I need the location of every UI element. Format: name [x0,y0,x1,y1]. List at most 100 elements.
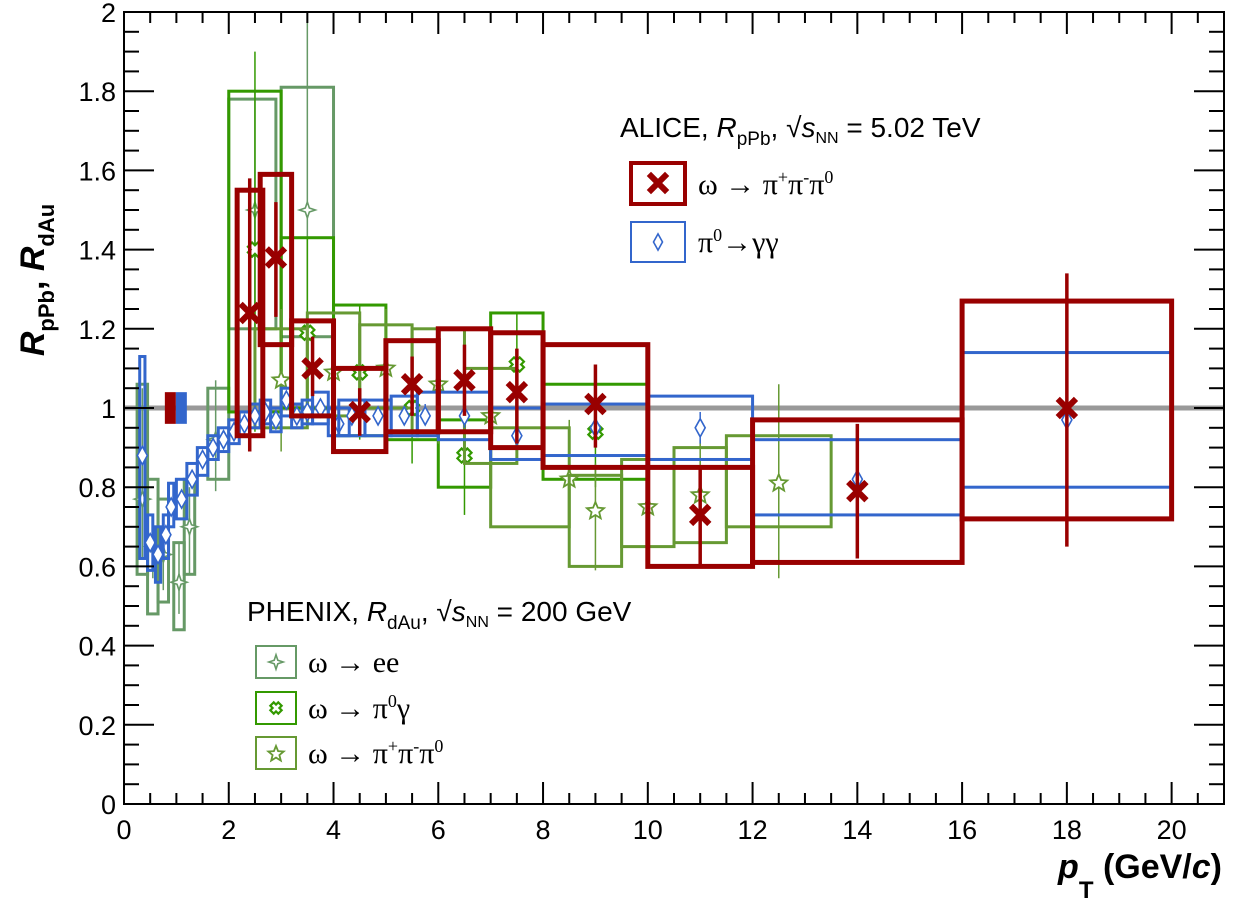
y-tick-label: 0.4 [78,632,116,662]
y-axis-title: RpPb, RdAu [14,204,59,356]
y-tick-label: 1.6 [78,156,116,186]
marker-diamond [217,429,230,451]
data-point [136,355,149,560]
marker-diamond [207,436,219,459]
y-tick-label: 1.8 [78,77,116,107]
marker-diamond [144,531,157,554]
x-axis-title: pT (GeV/c) [1057,848,1222,904]
data-point [269,406,283,434]
data-point [216,426,231,454]
y-tick-label: 1.2 [78,315,116,345]
marker-diamond [238,413,251,435]
marker-diamond [694,417,707,439]
marker-diamond [419,405,432,427]
x-tick-label: 16 [947,815,977,845]
normalization-box [175,392,187,424]
marker-diamond [652,232,664,252]
marker-star5 [584,499,607,521]
data-series-layer [131,12,1175,632]
y-tick-label: 0.6 [78,552,116,582]
marker-cross [264,246,288,269]
data-point [195,446,210,477]
marker-cross [646,171,670,195]
y-tick-label: 0.8 [78,473,116,503]
data-point [311,390,330,426]
marker-star4 [178,516,201,538]
legend-pi0-label: π0→γγ [698,225,779,259]
marker-star5 [266,743,286,763]
data-point [174,477,189,521]
axis-ticks: 0 2 4 6 8 10 12 14 16 18 20 0 0.2 0.4 0.6 0.8 1 1.2 1.4 1.6… [78,0,1225,845]
marker-star5 [270,368,292,390]
marker-cross [301,357,324,380]
x-tick-label: 2 [221,815,236,845]
marker-open-cross [268,700,284,716]
marker-diamond [136,444,149,467]
data-point [540,342,651,470]
marker-diamond [372,405,384,427]
systematic-box [489,426,571,529]
legend-phenix-ee-label: ω → ee [308,646,399,679]
marker-cross [505,380,529,404]
marker-diamond [249,405,261,427]
marker-star4 [168,571,190,593]
data-point [257,171,295,348]
data-point [488,330,546,451]
data-point [959,273,1175,547]
data-point [234,178,266,452]
data-point [185,461,199,497]
open-cross-marker-icon [268,700,284,716]
legend-phenix-3pi-swatch [255,736,297,770]
y-tick-label: 0 [101,790,116,820]
marker-cross [846,479,869,503]
x-tick-label: 4 [326,815,341,845]
data-point [152,525,164,584]
marker-diamond [196,448,209,471]
series-alice_omega [234,171,1175,569]
y-tick-label: 1 [101,394,116,424]
marker-diamond [159,524,172,546]
marker-diamond [175,488,188,510]
data-point [645,464,756,569]
data-point [415,390,440,438]
systematic-box [257,171,295,348]
x-tick-label: 0 [116,815,131,845]
marker-diamond [186,468,199,490]
data-point [165,481,178,529]
systematic-box [540,342,651,470]
marker-diamond [398,405,411,427]
y-tick-label: 0.2 [78,711,116,741]
marker-cross [1055,396,1079,420]
normalization-boxes [164,392,187,424]
marker-star4 [266,652,286,672]
x-tick-label: 14 [842,815,872,845]
star4-marker-icon [266,652,286,672]
marker-cross [453,369,476,392]
marker-diamond [165,496,178,518]
x-tick-label: 8 [536,815,551,845]
marker-cross [400,372,424,396]
data-point [168,541,190,632]
y-tick-label: 1.4 [78,236,116,266]
legend-phenix-3pi-label: ω → π+π-π0 [308,736,443,770]
systematic-box [195,446,210,477]
marker-cross [688,503,712,527]
data-point [489,419,581,539]
x-tick-label: 10 [633,815,663,845]
data-point [144,513,157,572]
marker-star4 [296,199,318,221]
cross-marker-icon [646,171,670,195]
marker-cross [238,301,261,325]
marker-star5 [767,471,790,493]
x-tick-label: 20 [1157,815,1187,845]
legend-alice: ALICE, RpPb, √sNN = 5.02 TeV ω → π+π-π0 … [620,112,981,263]
legend-phenix-ee-swatch [255,645,297,679]
legend-alice-header: ALICE, RpPb, √sNN = 5.02 TeV [620,112,981,150]
x-tick-label: 12 [738,815,768,845]
diamond-marker-icon [652,232,664,252]
normalization-box [164,392,176,424]
star5-marker-icon [266,743,286,763]
legend-alice-omega-label: ω → π+π-π0 [698,167,833,201]
x-tick-label: 6 [431,815,446,845]
